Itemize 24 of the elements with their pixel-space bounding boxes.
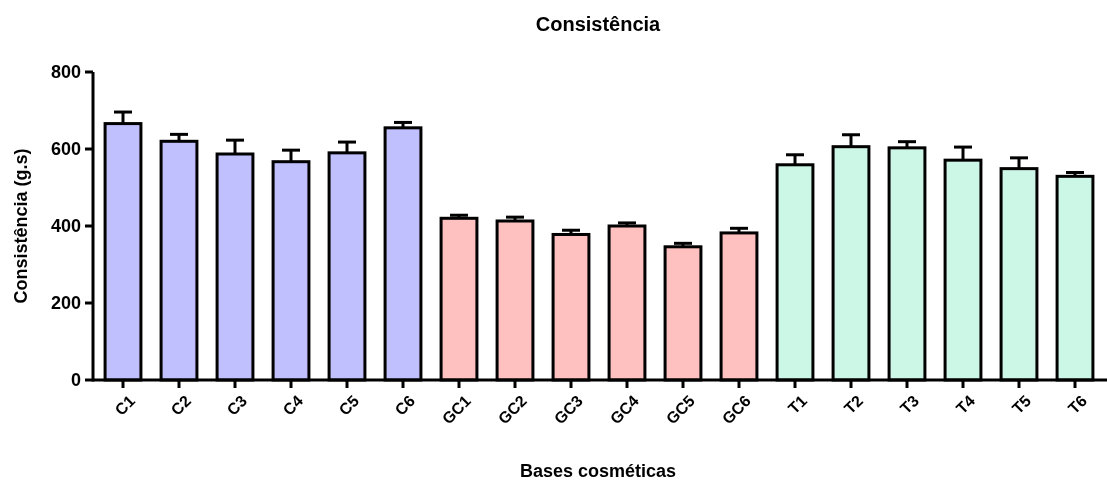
x-tick-label: GC6: [718, 391, 755, 428]
y-tick-label: 400: [50, 216, 81, 236]
x-tick-label: T2: [840, 391, 867, 418]
y-tick-label: 600: [50, 139, 81, 159]
x-tick-label: T4: [952, 391, 979, 418]
x-tick-label: T1: [784, 391, 811, 418]
x-tick-label: C2: [167, 391, 195, 419]
y-tick-label: 0: [70, 370, 81, 390]
y-axis-title: Consistência (g.s): [11, 148, 31, 304]
x-tick-label: C4: [279, 391, 307, 419]
chart-title: Consistência: [535, 13, 662, 35]
x-tick-label: C1: [111, 391, 139, 419]
x-tick-label: GC2: [494, 391, 531, 428]
x-tick-label: T3: [896, 391, 923, 418]
x-tick-label: C3: [223, 391, 251, 419]
x-tick-label: C6: [391, 391, 419, 419]
x-tick-label: GC1: [438, 391, 475, 428]
y-tick-label: 200: [50, 293, 81, 313]
x-tick-label: T5: [1008, 391, 1035, 418]
y-tick-label: 800: [50, 62, 81, 82]
x-tick-label: T6: [1064, 391, 1091, 418]
x-axis-title: Bases cosméticas: [519, 461, 677, 481]
x-tick-label: GC3: [550, 391, 587, 428]
x-tick-label: C5: [335, 391, 363, 419]
